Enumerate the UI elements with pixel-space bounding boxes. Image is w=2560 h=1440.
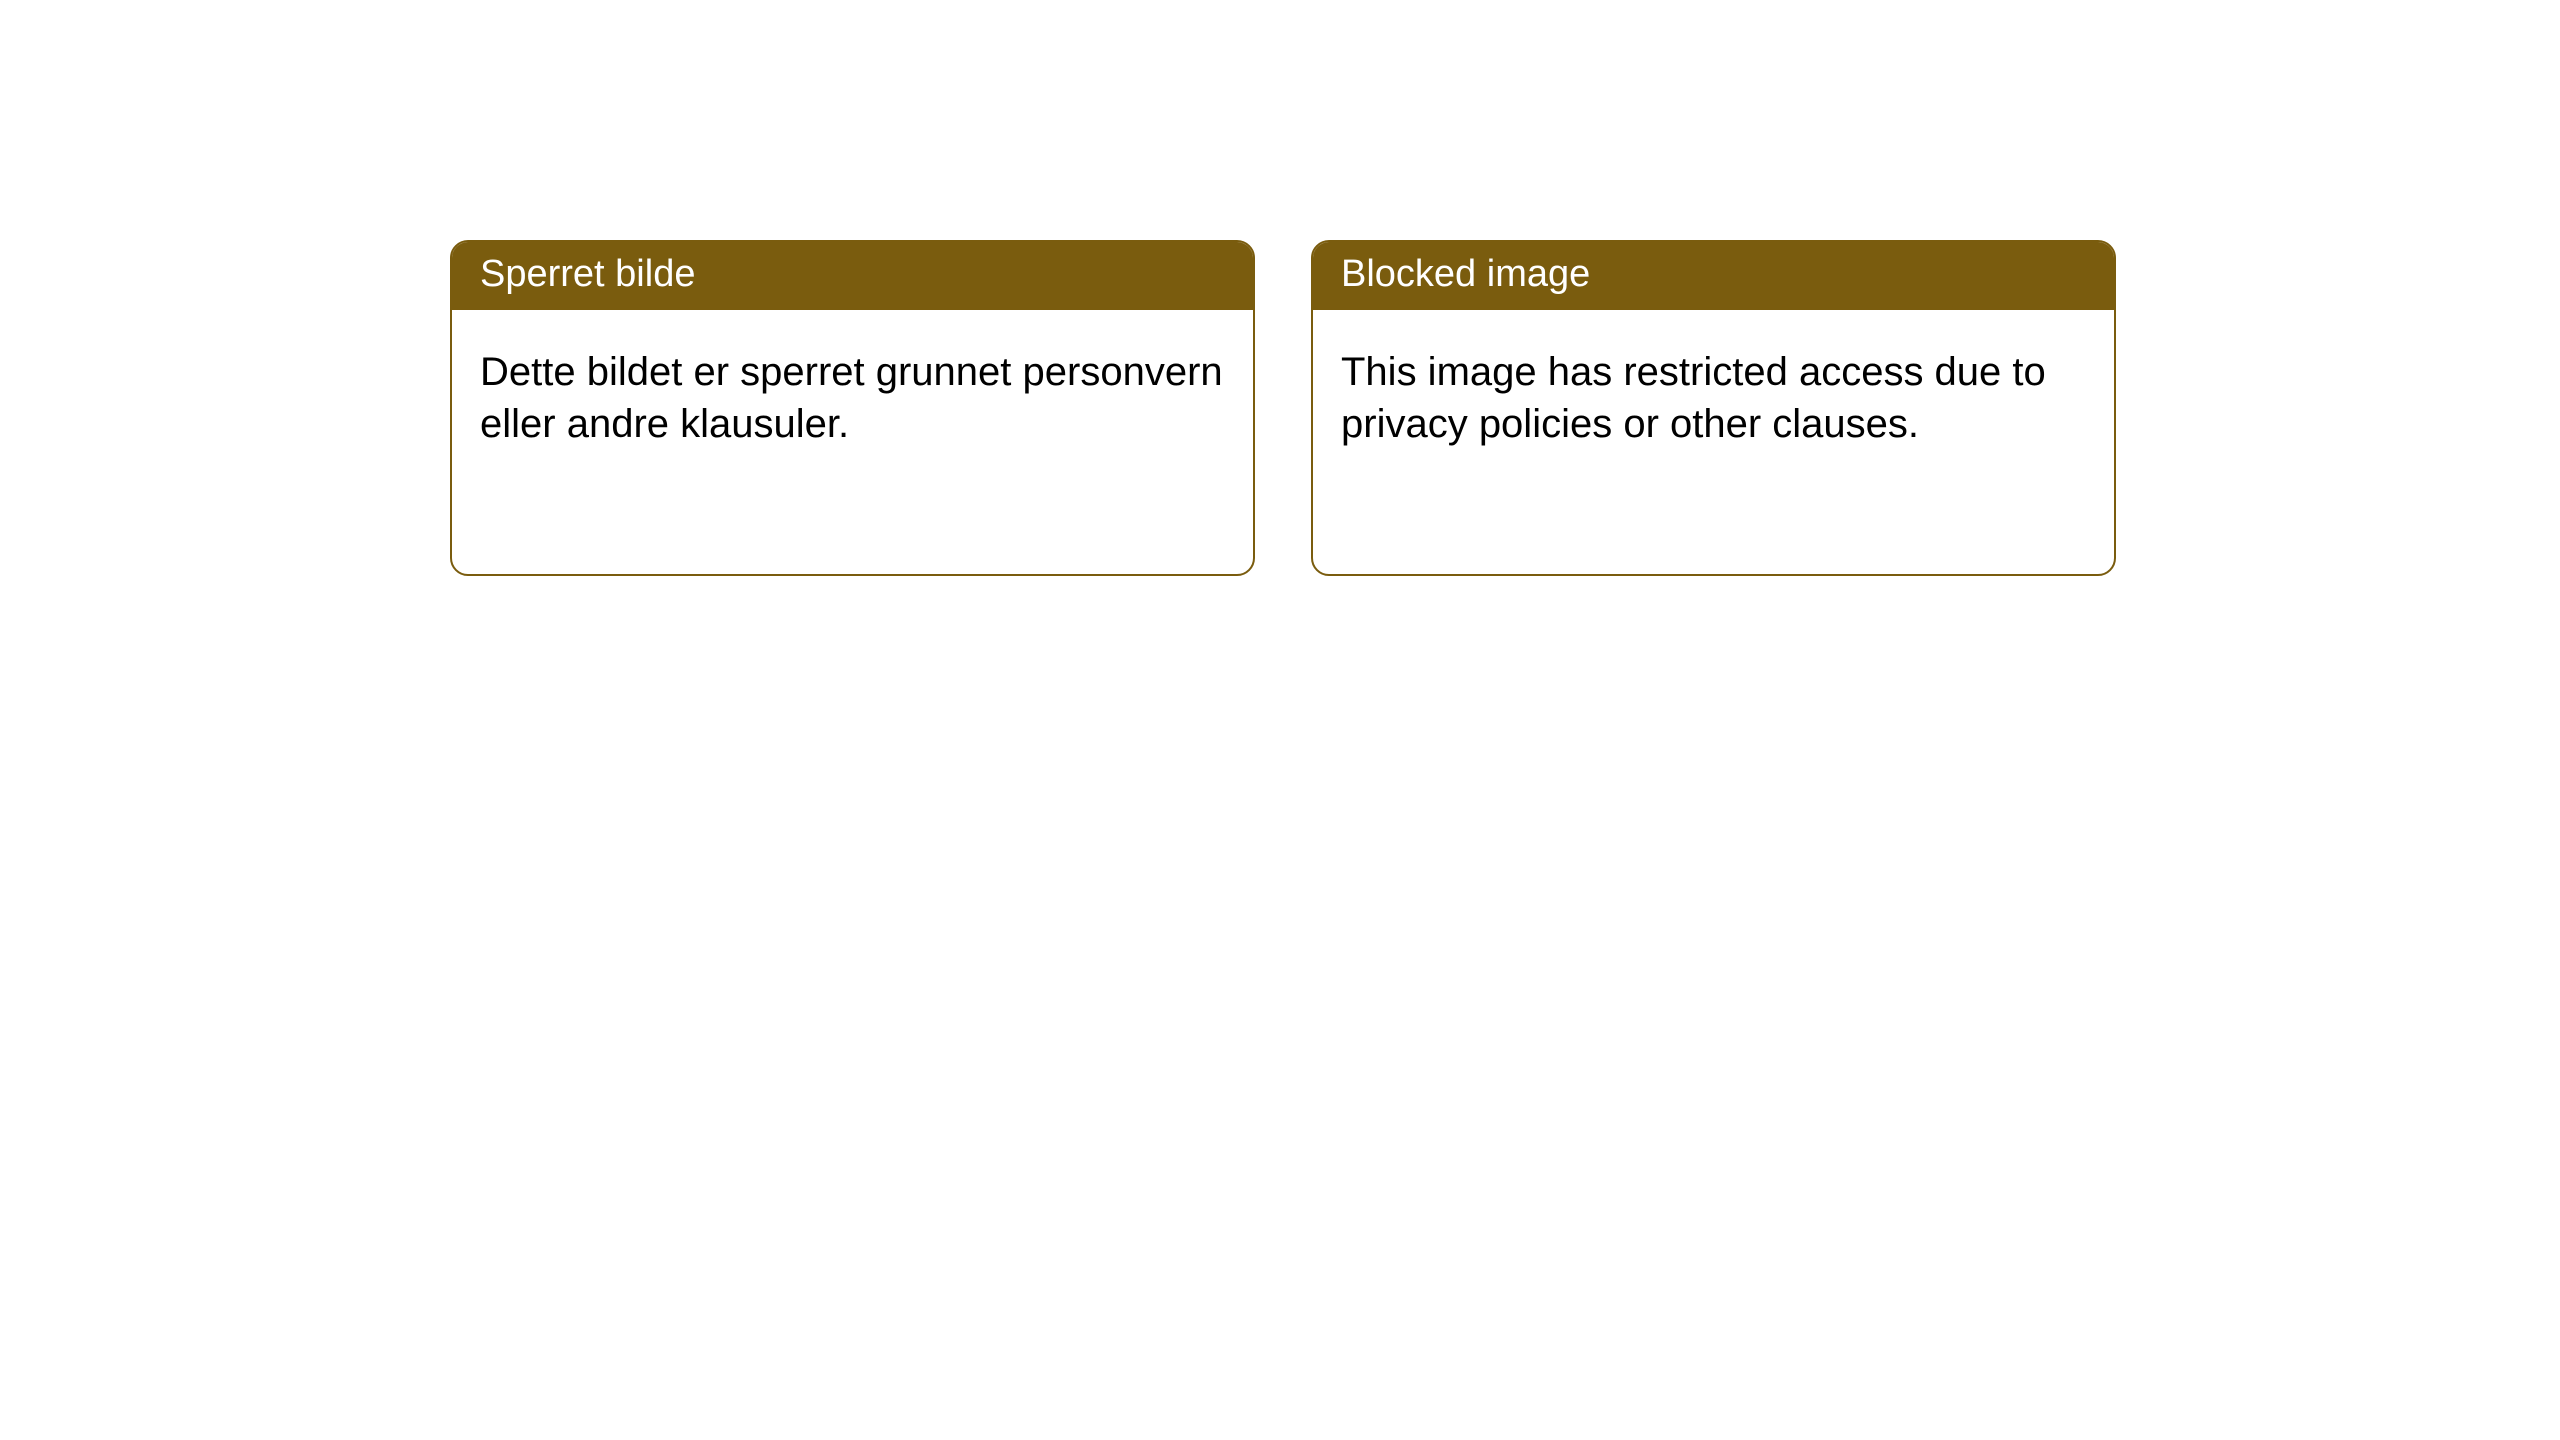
card-title: Blocked image (1341, 253, 1590, 295)
card-body-text: This image has restricted access due to … (1341, 350, 2046, 446)
card-body: Dette bildet er sperret grunnet personve… (452, 310, 1253, 486)
blocked-image-card-en: Blocked image This image has restricted … (1311, 240, 2116, 576)
card-header: Sperret bilde (452, 242, 1253, 310)
blocked-image-cards: Sperret bilde Dette bildet er sperret gr… (450, 240, 2116, 576)
card-body: This image has restricted access due to … (1313, 310, 2114, 486)
card-body-text: Dette bildet er sperret grunnet personve… (480, 350, 1223, 446)
blocked-image-card-no: Sperret bilde Dette bildet er sperret gr… (450, 240, 1255, 576)
card-title: Sperret bilde (480, 253, 695, 295)
card-header: Blocked image (1313, 242, 2114, 310)
